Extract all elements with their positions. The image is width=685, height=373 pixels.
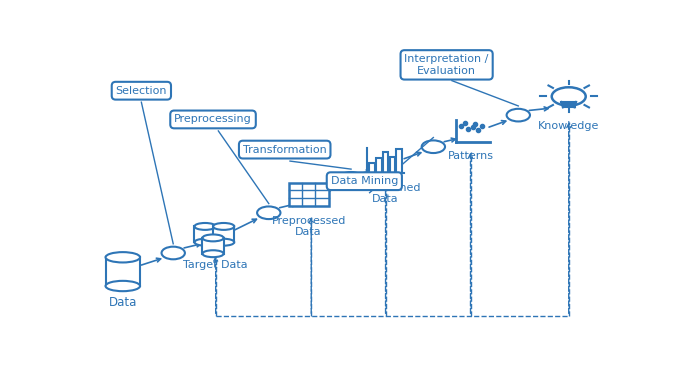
Bar bbox=[203, 238, 223, 254]
Bar bbox=[195, 226, 216, 242]
Text: Knowledge: Knowledge bbox=[538, 121, 599, 131]
Text: Transformed
Data: Transformed Data bbox=[351, 183, 421, 204]
Bar bbox=[397, 149, 402, 173]
Ellipse shape bbox=[213, 223, 234, 230]
Bar bbox=[369, 163, 375, 173]
Text: Target Data: Target Data bbox=[184, 260, 248, 270]
Text: Data: Data bbox=[109, 296, 137, 309]
Bar bbox=[383, 152, 388, 173]
Ellipse shape bbox=[213, 239, 234, 246]
Ellipse shape bbox=[105, 281, 140, 291]
Ellipse shape bbox=[195, 223, 216, 230]
Ellipse shape bbox=[203, 250, 223, 257]
Bar bbox=[376, 158, 382, 173]
Bar bbox=[105, 257, 140, 286]
Text: Preprocessing: Preprocessing bbox=[174, 115, 252, 125]
Ellipse shape bbox=[203, 235, 223, 241]
Text: Preprocessed
Data: Preprocessed Data bbox=[271, 216, 346, 237]
Text: Transformation: Transformation bbox=[242, 145, 327, 154]
Ellipse shape bbox=[195, 239, 216, 246]
Text: Selection: Selection bbox=[116, 86, 167, 96]
Ellipse shape bbox=[105, 252, 140, 263]
Text: Patterns: Patterns bbox=[447, 151, 493, 161]
Text: Interpretation /
Evaluation: Interpretation / Evaluation bbox=[404, 54, 489, 76]
Bar bbox=[213, 226, 234, 242]
Text: Data Mining: Data Mining bbox=[331, 176, 398, 186]
Bar bbox=[390, 157, 395, 173]
Bar bbox=[288, 183, 329, 206]
